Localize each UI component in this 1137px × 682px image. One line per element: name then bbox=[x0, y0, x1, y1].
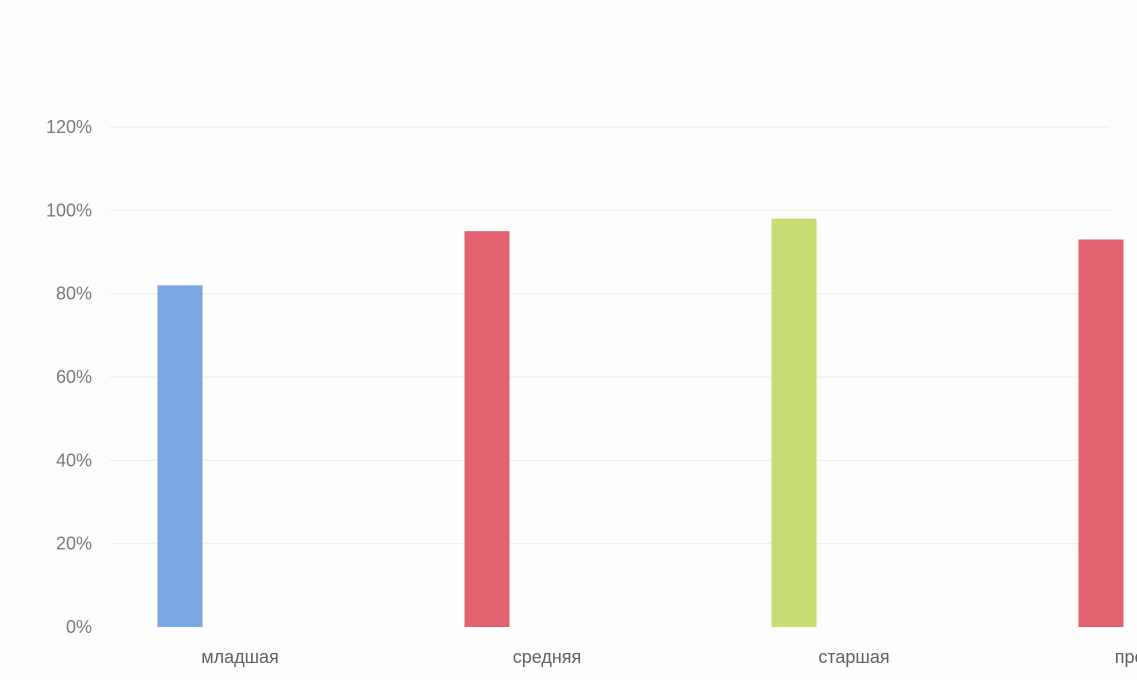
y-tick-label: 100% bbox=[46, 200, 92, 220]
y-tick-label: 60% bbox=[56, 367, 92, 387]
y-tick-label: 80% bbox=[56, 284, 92, 304]
x-category-label: предшкола bbox=[1115, 647, 1137, 667]
x-category-label: средняя bbox=[513, 647, 582, 667]
y-tick-label: 0% bbox=[66, 617, 92, 637]
y-tick-label: 40% bbox=[56, 450, 92, 470]
bar-1 bbox=[464, 231, 510, 627]
y-tick-label: 120% bbox=[46, 117, 92, 137]
x-category-label: старшая bbox=[818, 647, 889, 667]
bar-3 bbox=[1078, 239, 1124, 627]
x-axis-category-labels: младшая средняя старшая предшкола bbox=[201, 647, 1137, 667]
bars bbox=[157, 218, 1124, 627]
x-category-label: младшая bbox=[201, 647, 279, 667]
gridlines bbox=[110, 126, 1110, 545]
bar-0 bbox=[157, 285, 203, 627]
y-axis-tick-labels: 0% 20% 40% 60% 80% 100% 120% bbox=[46, 117, 92, 637]
y-tick-label: 20% bbox=[56, 534, 92, 554]
bar-2 bbox=[771, 218, 817, 627]
